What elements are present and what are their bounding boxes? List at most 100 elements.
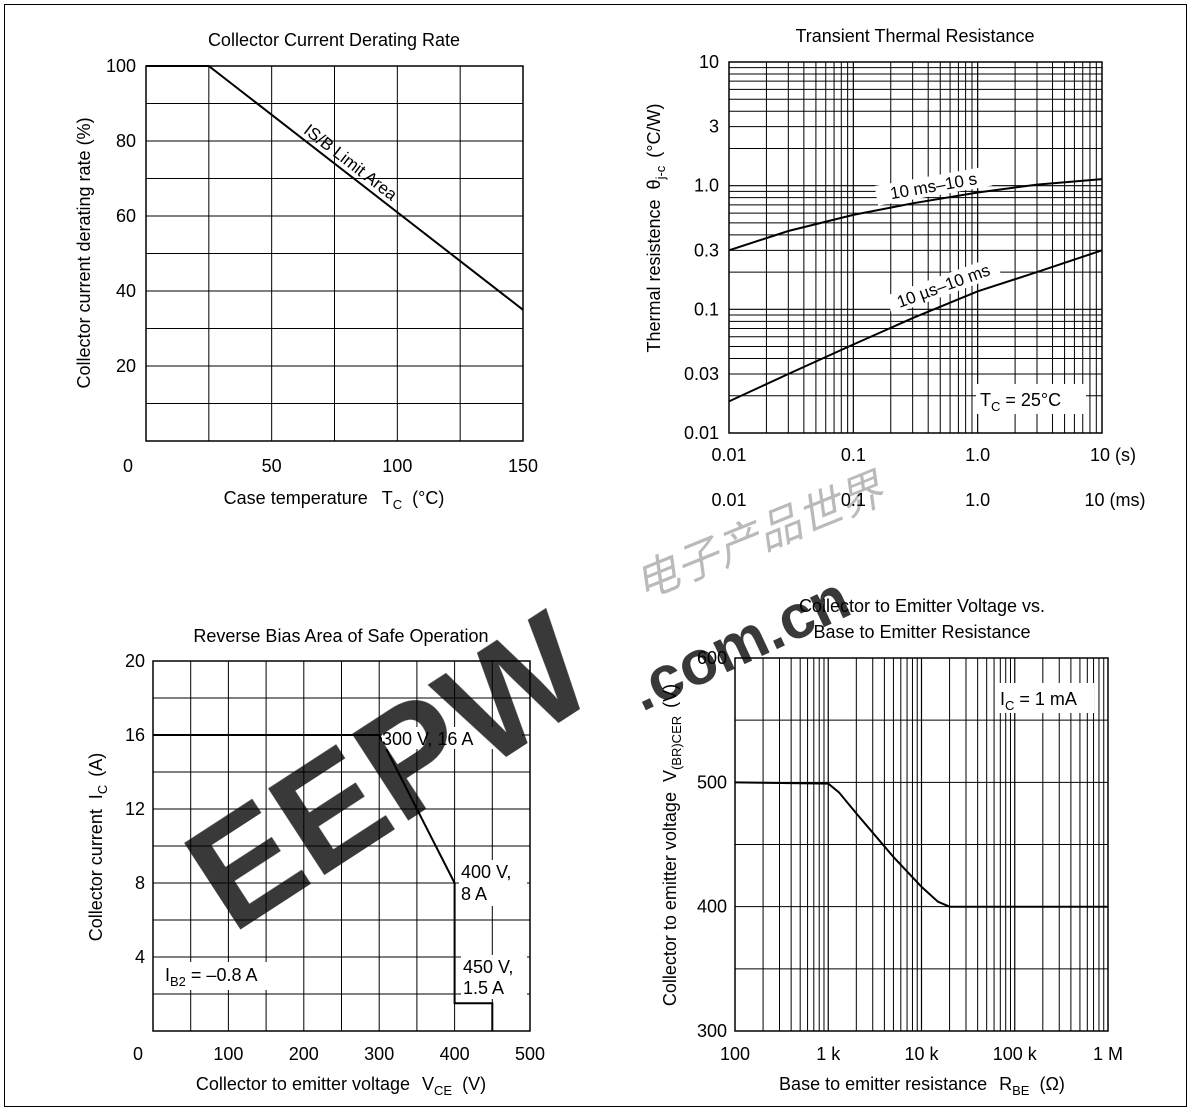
chart-transient-thermal: Transient Thermal Resistance 0.01 0.1 1.0 1… xyxy=(644,26,1146,510)
y-tick-label: 10 xyxy=(699,52,719,72)
x-tick-label: 100 xyxy=(720,1044,750,1064)
x-tick-label: 300 xyxy=(364,1044,394,1064)
annotation-bg xyxy=(976,384,1086,414)
x-tick-label: 200 xyxy=(289,1044,319,1064)
chart-derating: Collector Current Derating Rate 0 50 100 15… xyxy=(74,30,538,512)
annotation-is-b-limit: IS/B Limit Area xyxy=(300,120,401,204)
y-tick-label: 600 xyxy=(697,648,727,668)
x-axis-label: Collector to emitter voltage VCE (V) xyxy=(196,1074,486,1098)
y-tick-label: 400 xyxy=(697,897,727,917)
y-axis-label: Thermal resistenceθj-c(°C/W) xyxy=(644,104,668,353)
y-tick-label: 60 xyxy=(116,206,136,226)
x-tick-label: 1 k xyxy=(816,1044,841,1064)
x-tick-label-ms: 10 (ms) xyxy=(1084,490,1145,510)
y-tick-label: 4 xyxy=(135,947,145,967)
x-tick-label: 10 k xyxy=(904,1044,939,1064)
tick-labels: 100 1 k 10 k 100 k 1 M 300 400 500 600 xyxy=(697,648,1123,1064)
series xyxy=(728,178,1103,403)
series-line xyxy=(153,734,494,1031)
annotation-8a: 8 A xyxy=(461,884,487,904)
chart-rbsoa: Reverse Bias Area of Safe Operation 0 100… xyxy=(86,626,545,1098)
tick-labels: 0 50 100 150 20 40 60 80 100 xyxy=(106,56,538,476)
annotation-1-5a: 1.5 A xyxy=(463,978,504,998)
x-tick-label: 400 xyxy=(440,1044,470,1064)
tick-labels: 0.01 0.1 1.0 10 (s) 0.01 0.1 1.0 10 (ms) 0.01 0.0… xyxy=(684,52,1146,510)
x-tick-label: 0 xyxy=(123,456,133,476)
series-line xyxy=(734,781,1108,908)
x-tick-label-ms: 0.1 xyxy=(841,490,866,510)
plot-frame xyxy=(152,660,531,1032)
x-tick-label-seconds: 10 (s) xyxy=(1090,445,1136,465)
annotation-bg xyxy=(382,727,522,749)
plot-frame xyxy=(734,657,1109,1032)
y-tick-label: 16 xyxy=(125,725,145,745)
y-axis-label: Collector currentIC(A) xyxy=(86,753,110,941)
page-frame xyxy=(4,4,1187,1107)
x-tick-label: 100 k xyxy=(993,1044,1038,1064)
x-tick-label: 1 M xyxy=(1093,1044,1123,1064)
chart-vcer-vs-rbe: Collector to Emitter Voltage vs. Base to… xyxy=(660,596,1123,1098)
series xyxy=(153,734,494,1031)
annotation-bg xyxy=(461,955,527,999)
y-tick-label: 0.1 xyxy=(694,299,719,319)
annotation-bg xyxy=(162,962,284,990)
x-tick-label-seconds: 0.1 xyxy=(841,445,866,465)
y-tick-label: 0.03 xyxy=(684,364,719,384)
y-tick-label: 1.0 xyxy=(694,176,719,196)
x-tick-label-ms: 0.01 xyxy=(711,490,746,510)
y-tick-label: 20 xyxy=(125,651,145,671)
x-tick-label: 100 xyxy=(382,456,412,476)
grid xyxy=(728,61,1103,434)
x-tick-label-ms: 1.0 xyxy=(965,490,990,510)
series-label-bg xyxy=(885,256,1002,315)
annotation-bg xyxy=(996,683,1094,713)
x-tick-label: 500 xyxy=(515,1044,545,1064)
series-line xyxy=(146,65,524,311)
series-line-10ms-10s xyxy=(728,178,1103,252)
y-axis-label: Collector to emitter voltageV(BR)CER(V) xyxy=(660,684,684,1006)
x-axis-label: Case temperature TC (°C) xyxy=(224,488,445,512)
grid xyxy=(734,657,1109,1032)
plot-frame xyxy=(145,65,524,442)
tick-labels: 0 100 200 300 400 500 4 8 12 16 20 xyxy=(125,651,545,1064)
annotation-450v: 450 V, xyxy=(463,957,513,977)
chart-title: Transient Thermal Resistance xyxy=(795,26,1034,46)
y-tick-label: 100 xyxy=(106,56,136,76)
grid xyxy=(145,65,524,442)
x-axis-label: Base to emitter resistance RBE (Ω) xyxy=(779,1074,1065,1098)
annotation-ib2: IB2 = –0.8 A xyxy=(165,965,257,989)
annotation-bg xyxy=(459,860,527,906)
series-label-bg xyxy=(874,165,993,206)
y-tick-label: 500 xyxy=(697,772,727,792)
y-tick-label: 40 xyxy=(116,281,136,301)
x-tick-label: 50 xyxy=(262,456,282,476)
y-axis-label: Collector current derating rate (%) xyxy=(74,117,94,388)
y-tick-label: 20 xyxy=(116,356,136,376)
series xyxy=(146,65,524,311)
y-tick-label: 0.3 xyxy=(694,240,719,260)
chart-title: Reverse Bias Area of Safe Operation xyxy=(193,626,488,646)
x-tick-label: 100 xyxy=(213,1044,243,1064)
x-tick-label: 150 xyxy=(508,456,538,476)
y-tick-label: 80 xyxy=(116,131,136,151)
series-line-10us-10ms xyxy=(728,249,1103,403)
annotation-tc: TC = 25°C xyxy=(980,390,1061,414)
y-tick-label: 0.01 xyxy=(684,423,719,443)
y-tick-label: 3 xyxy=(709,117,719,137)
plot-frame xyxy=(728,61,1103,434)
annotation-400v: 400 V, xyxy=(461,862,511,882)
y-tick-label: 8 xyxy=(135,873,145,893)
chart-title-line2: Base to Emitter Resistance xyxy=(813,622,1030,642)
series xyxy=(734,781,1108,908)
y-tick-label: 300 xyxy=(697,1021,727,1041)
x-tick-label: 0 xyxy=(133,1044,143,1064)
chart-title: Collector Current Derating Rate xyxy=(208,30,460,50)
y-tick-label: 12 xyxy=(125,799,145,819)
watermark-chinese: 电子产品世界 xyxy=(627,464,893,609)
chart-title: Collector to Emitter Voltage vs. xyxy=(799,596,1045,616)
x-tick-label-seconds: 0.01 xyxy=(711,445,746,465)
annotation-ic: IC = 1 mA xyxy=(1000,689,1077,713)
x-tick-label-seconds: 1.0 xyxy=(965,445,990,465)
annotation-300v-16a: 300 V, 16 A xyxy=(382,729,473,749)
